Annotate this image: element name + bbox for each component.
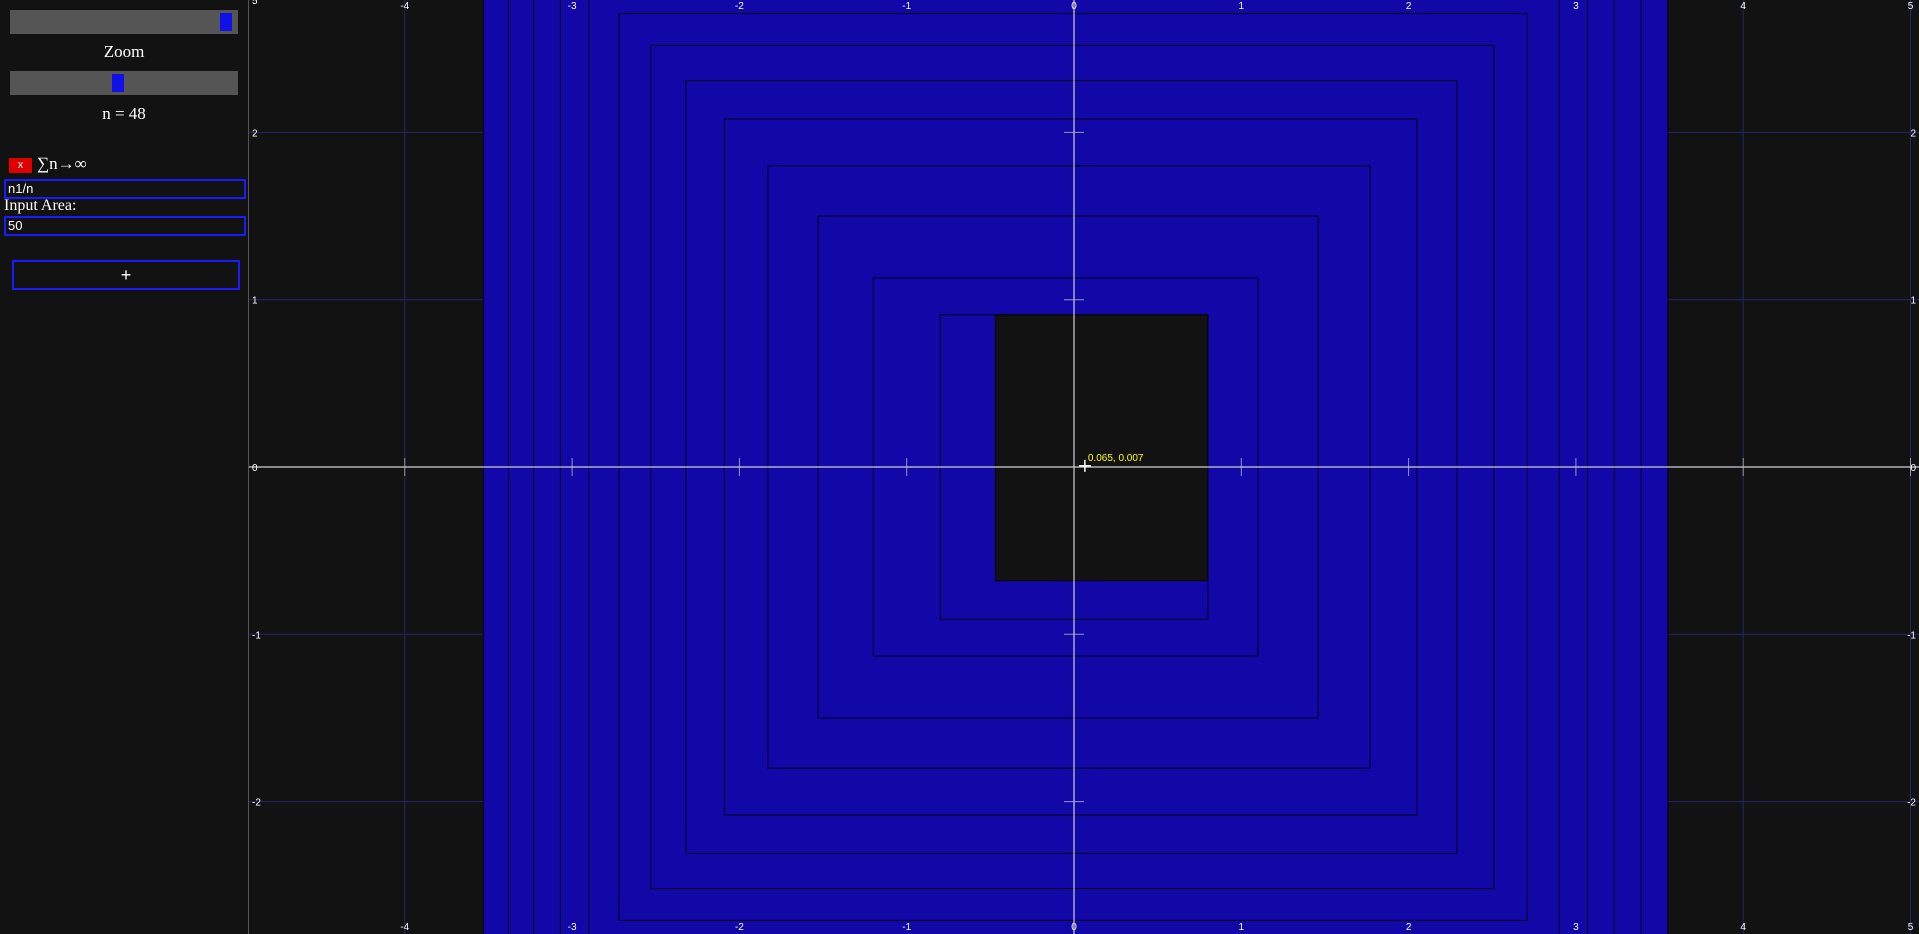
input-area-label: Input Area: [4, 197, 77, 214]
y-tick-label-right: 2 [1910, 128, 1916, 139]
y-tick-label-left: 1 [252, 296, 258, 307]
x-tick-label-bottom: -4 [400, 922, 409, 933]
x-tick-label-bottom: 4 [1740, 922, 1746, 933]
sum-label: ∑n→∞ [37, 154, 87, 173]
control-sidebar: Zoom n = 48 x ∑n→∞ n1/n Input Area: 50 + [0, 0, 249, 934]
y-tick-label-top: 5 [252, 0, 258, 7]
y-tick-label-left: 0 [252, 463, 258, 474]
y-tick-label-right: -2 [1907, 798, 1916, 809]
plot-canvas[interactable]: -4-4-3-3-2-2-1-10011223344554433221100-1… [249, 0, 1919, 934]
x-tick-label-top: -3 [568, 1, 577, 12]
remove-series-button[interactable]: x [9, 158, 32, 173]
x-tick-label-bottom: 5 [1908, 922, 1914, 933]
zoom-slider[interactable] [10, 71, 238, 95]
x-tick-label-bottom: 3 [1573, 922, 1579, 933]
x-tick-label-top: 2 [1406, 1, 1412, 12]
y-tick-label-left: -1 [252, 630, 261, 641]
x-tick-label-top: -2 [735, 1, 744, 12]
x-tick-label-top: 1 [1239, 1, 1245, 12]
x-tick-label-top: 4 [1740, 1, 1746, 12]
x-tick-label-top: -4 [400, 1, 409, 12]
y-tick-label-right: 0 [1910, 463, 1916, 474]
x-tick-label-top: 3 [1573, 1, 1579, 12]
x-tick-label-bottom: -2 [735, 922, 744, 933]
n-count-label: n = 48 [102, 104, 146, 123]
top-slider-thumb[interactable] [219, 13, 232, 31]
zoom-label: Zoom [103, 42, 145, 61]
top-slider[interactable] [10, 10, 238, 34]
y-tick-label-right: -1 [1907, 630, 1916, 641]
zoom-slider-thumb[interactable] [111, 74, 124, 92]
cursor-readout: 0.065, 0.007 [1088, 453, 1144, 464]
y-tick-label-right: 1 [1910, 296, 1916, 307]
x-tick-label-top: 5 [1908, 1, 1914, 12]
series-area-hole [995, 314, 1208, 581]
x-tick-label-bottom: 0 [1071, 922, 1077, 933]
expression-input[interactable]: n1/n [4, 179, 246, 199]
y-tick-label-left: 2 [252, 128, 258, 139]
x-tick-label-bottom: 2 [1406, 922, 1412, 933]
x-tick-label-top: 0 [1071, 1, 1077, 12]
y-tick-label-left: -2 [252, 798, 261, 809]
add-series-button[interactable]: + [12, 260, 240, 290]
area-input[interactable]: 50 [4, 216, 246, 236]
x-tick-label-bottom: 1 [1239, 922, 1245, 933]
x-tick-label-bottom: -3 [568, 922, 577, 933]
x-tick-label-bottom: -1 [902, 922, 911, 933]
x-tick-label-top: -1 [902, 1, 911, 12]
series-ring-outline [994, 314, 1209, 582]
